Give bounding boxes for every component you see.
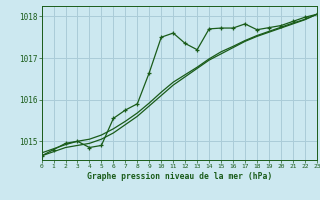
X-axis label: Graphe pression niveau de la mer (hPa): Graphe pression niveau de la mer (hPa)	[87, 172, 272, 181]
